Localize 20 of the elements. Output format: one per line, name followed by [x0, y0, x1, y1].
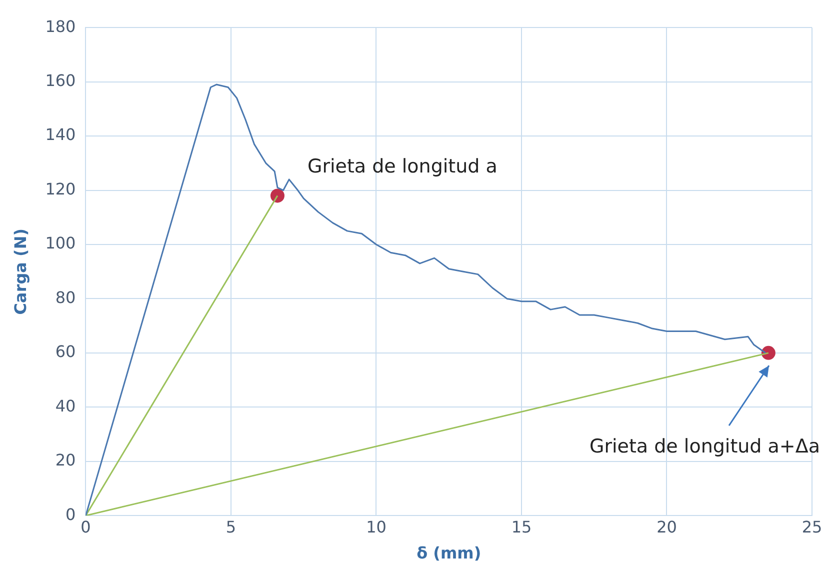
- x-tick-label: 5: [226, 517, 236, 536]
- y-tick-label: 20: [55, 450, 76, 470]
- annotation: Grieta de longitud a: [307, 156, 498, 178]
- y-tick-label: 100: [45, 234, 76, 253]
- x-tick-label: 0: [80, 517, 91, 536]
- x-tick-label: 20: [656, 517, 677, 536]
- y-tick-label: 80: [55, 288, 76, 307]
- annotation: Grieta de longitud a+Δa: [589, 436, 820, 458]
- x-tick-label: 25: [802, 517, 822, 536]
- y-tick-label: 140: [45, 125, 76, 144]
- y-tick-label: 60: [55, 342, 76, 362]
- y-tick-label: 180: [45, 16, 76, 36]
- y-axis-title: Carga (N): [10, 228, 30, 315]
- x-tick-label: 10: [366, 517, 386, 536]
- y-tick-label: 120: [45, 179, 76, 198]
- y-tick-label: 160: [45, 70, 76, 90]
- y-tick-label: 0: [66, 504, 76, 524]
- x-tick-label: 15: [511, 517, 532, 536]
- x-axis-title: δ (mm): [416, 544, 482, 563]
- y-tick-label: 40: [55, 396, 76, 416]
